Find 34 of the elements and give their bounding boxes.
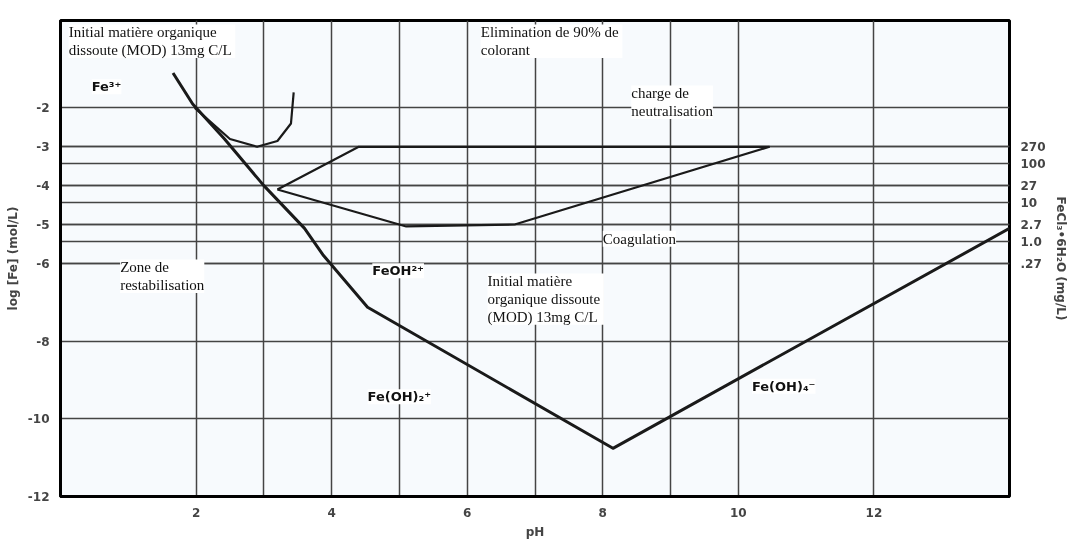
y2-axis-title: FeCl₃•6H₂O (mg/L) (1053, 196, 1068, 321)
y-axis-title: log [Fe] (mol/L) (5, 206, 20, 311)
y-tick-label: -12 (27, 490, 50, 504)
y2-tick-label: 2.7 (1020, 218, 1042, 232)
y-tick-label: -6 (36, 256, 50, 271)
y2-tick-label: 27 (1020, 179, 1038, 194)
annotation: Initial matière organique dissoute (MOD) 13mg C/L (487, 273, 601, 326)
y2-tick-label: .27 (1020, 256, 1042, 271)
annotation: Zone de restabilisation (120, 259, 205, 294)
annotation: Fe(OH)₄⁻ (751, 378, 816, 394)
y-tick-label: -5 (36, 218, 50, 232)
x-tick-label: 2 (191, 505, 201, 520)
y2-tick-label: 10 (1020, 195, 1038, 210)
annotation: Initial matière organique dissoute (MOD) 13mg C/L (68, 24, 232, 59)
y-tick-label: -3 (36, 140, 50, 155)
annotation: Fe³⁺ (91, 79, 122, 95)
annotation: Fe(OH)₂⁺ (367, 389, 432, 405)
x-tick-label: 8 (598, 505, 607, 520)
y2-tick-label: 1.0 (1020, 234, 1042, 249)
annotation: Elimination de 90% de colorant (480, 24, 619, 58)
annotation: charge de neutralisation (631, 85, 714, 119)
y-tick-label: -10 (27, 412, 50, 427)
x-tick-label: 4 (327, 505, 336, 520)
y2-tick-label: 100 (1020, 157, 1046, 172)
y-tick-label: -2 (36, 101, 50, 116)
x-tick-label: 6 (463, 505, 472, 520)
y2-tick-label: 270 (1020, 140, 1046, 155)
y-tick-label: -4 (36, 179, 50, 194)
x-tick-label: 10 (730, 505, 747, 520)
annotation: Coagulation (602, 230, 677, 247)
x-tick-label: 12 (865, 505, 883, 520)
x-axis-title: pH (525, 524, 545, 539)
annotation: FeOH²⁺ (372, 263, 424, 279)
y-tick-label: -8 (36, 334, 50, 349)
